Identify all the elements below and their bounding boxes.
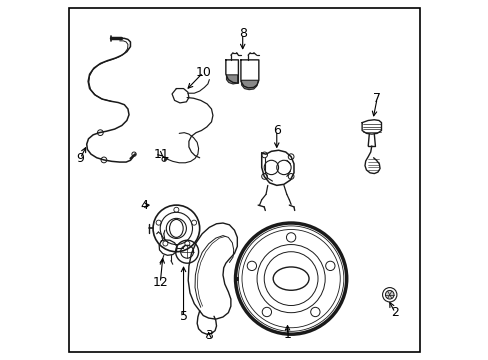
Text: 9: 9 xyxy=(76,152,84,165)
Polygon shape xyxy=(226,75,237,84)
Text: 6: 6 xyxy=(272,124,280,137)
Polygon shape xyxy=(241,80,258,90)
Text: 4: 4 xyxy=(140,199,148,212)
Text: 7: 7 xyxy=(372,92,381,105)
Text: 11: 11 xyxy=(153,148,169,161)
Circle shape xyxy=(385,291,393,299)
Text: 3: 3 xyxy=(204,329,212,342)
Text: 12: 12 xyxy=(152,276,168,289)
Text: 10: 10 xyxy=(195,66,211,79)
Text: 5: 5 xyxy=(179,310,187,324)
Text: 1: 1 xyxy=(283,328,291,341)
Text: 8: 8 xyxy=(238,27,246,40)
Text: 2: 2 xyxy=(390,306,398,319)
